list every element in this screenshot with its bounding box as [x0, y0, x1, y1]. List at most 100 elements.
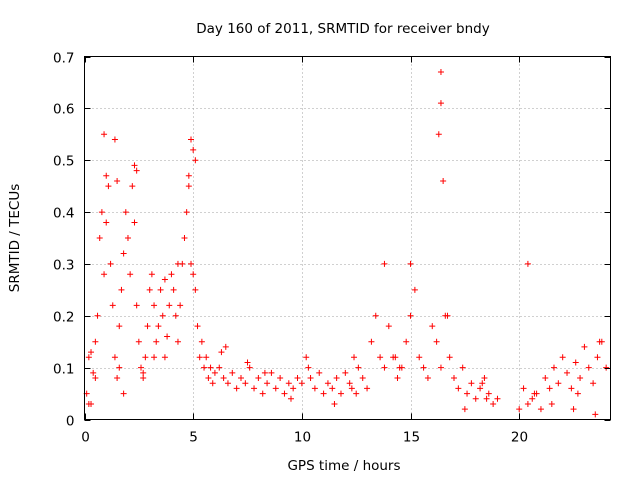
data-point [437, 364, 444, 371]
data-point [429, 323, 436, 330]
data-point [494, 395, 501, 402]
data-point [177, 302, 184, 309]
data-point [140, 369, 147, 376]
data-point [131, 162, 138, 169]
data-point [433, 338, 440, 345]
data-point [596, 338, 603, 345]
data-point [516, 406, 523, 413]
data-point [185, 172, 192, 179]
data-point [251, 385, 258, 392]
data-point [111, 354, 118, 361]
data-point [85, 400, 92, 407]
data-point [437, 69, 444, 76]
data-point [435, 131, 442, 138]
y-tick-label: 0.1 [53, 362, 74, 378]
data-point [151, 302, 158, 309]
data-point [233, 385, 240, 392]
data-point [337, 390, 344, 397]
data-point [346, 380, 353, 387]
data-point [153, 338, 160, 345]
data-point [101, 131, 108, 138]
data-point [298, 380, 305, 387]
data-point [159, 312, 166, 319]
plot-frame [84, 56, 611, 420]
axis-ticks [84, 56, 611, 421]
data-point [174, 260, 181, 267]
data-point [92, 338, 99, 345]
data-point [403, 338, 410, 345]
y-tick-labels: 0 0.1 0.2 0.3 0.4 0.5 0.6 0.7 [53, 51, 74, 430]
data-point [455, 385, 462, 392]
data-points [83, 69, 610, 418]
data-point [548, 400, 555, 407]
x-tick-label: 20 [511, 430, 528, 446]
data-point [255, 375, 262, 382]
data-point [198, 338, 205, 345]
data-point [127, 271, 134, 278]
data-point [207, 364, 214, 371]
data-point [520, 385, 527, 392]
data-point [192, 286, 199, 293]
data-point [190, 146, 197, 153]
y-tick-label: 0.6 [53, 102, 74, 118]
data-point [568, 385, 575, 392]
data-point [161, 354, 168, 361]
data-point [529, 395, 536, 402]
data-point [479, 380, 486, 387]
data-point [201, 364, 208, 371]
data-point [555, 380, 562, 387]
data-point [157, 286, 164, 293]
grid [84, 56, 611, 420]
data-point [320, 390, 327, 397]
data-point [570, 406, 577, 413]
data-point [281, 390, 288, 397]
data-point [542, 375, 549, 382]
data-point [140, 375, 147, 382]
y-axis-label: SRMTID / TECUs [7, 184, 23, 292]
data-point [120, 250, 127, 257]
data-point [287, 395, 294, 402]
data-point [590, 380, 597, 387]
data-point [144, 323, 151, 330]
data-point [183, 209, 190, 216]
data-point [546, 385, 553, 392]
data-point [381, 364, 388, 371]
data-point [440, 177, 447, 184]
data-point [461, 406, 468, 413]
data-point [170, 286, 177, 293]
data-point [285, 380, 292, 387]
data-point [359, 375, 366, 382]
data-point [316, 369, 323, 376]
data-point [194, 323, 201, 330]
data-point [524, 400, 531, 407]
data-point [372, 312, 379, 319]
data-point [303, 354, 310, 361]
y-tick-label: 0.4 [53, 206, 74, 222]
data-point [96, 235, 103, 241]
data-point [166, 302, 173, 309]
data-point [481, 375, 488, 382]
data-point [446, 354, 453, 361]
data-point [407, 312, 414, 319]
data-point [120, 390, 127, 397]
data-point [151, 354, 158, 361]
data-point [114, 177, 121, 184]
data-point [124, 235, 131, 241]
data-point [459, 364, 466, 371]
data-point [464, 390, 471, 397]
y-tick-label: 0 [66, 414, 75, 430]
data-point [472, 395, 479, 402]
data-point [531, 390, 538, 397]
data-point [355, 364, 362, 371]
data-point [129, 183, 136, 190]
data-point [477, 385, 484, 392]
data-point [592, 411, 599, 418]
data-point [385, 323, 392, 330]
x-axis-label: GPS time / hours [287, 458, 400, 474]
data-point [224, 380, 231, 387]
data-point [101, 271, 108, 278]
data-point [174, 338, 181, 345]
data-point [118, 286, 125, 293]
data-point [155, 323, 162, 330]
